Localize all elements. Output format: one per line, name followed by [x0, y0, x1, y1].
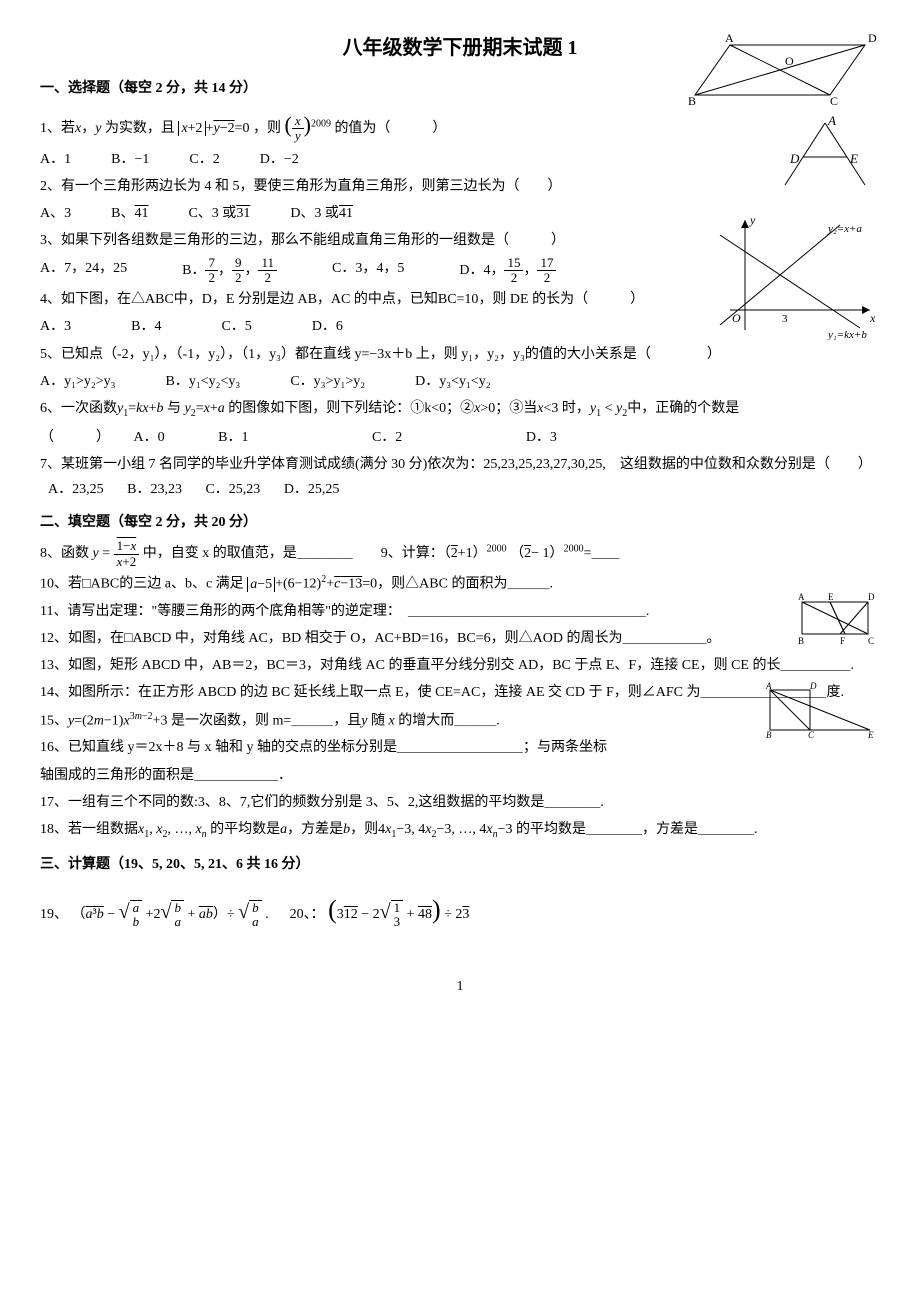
q15: 15、y=(2m−1)x3m−2+3 是一次函数，则 m=＿＿＿，且y 随 x … [40, 708, 880, 734]
q13: 13、如图，矩形 ABCD 中，AB＝2，BC＝3，对角线 AC 的垂直平分线分… [40, 653, 880, 678]
q6: 6、一次函数y1=kx+b 与 y2=x+a 的图像如下图，则下列结论：①k<0… [40, 396, 880, 423]
q18: 18、若一组数据x1, x2, …, xn 的平均数是a，方差是b，则4x1−3… [40, 817, 880, 844]
parallelogram-figure: A D B C O [680, 30, 880, 110]
q12: 12、如图，在□ABCD 中，对角线 AC，BD 相交于 O，AC+BD=16，… [40, 626, 880, 651]
q3-opts: A．7，24，25 B．72，92，112 C．3，4，5 D．4，152，17… [40, 256, 880, 286]
q17: 17、一组有三个不同的数:3、8、7,它们的频数分别是 3、5、2,这组数据的平… [40, 790, 880, 815]
q7: 7、某班第一小组 7 名同学的毕业升学体育测试成绩(满分 30 分)依次为：25… [40, 452, 880, 502]
q5-opts: A．y₁>y₂>y₃B．y₁<y₂<y₃C．y₃>y₁>y₂D．y₃<y₁<y₂ [40, 369, 880, 394]
q8-9: 8、函数 y = 1−xx+2 中，自变 x 的取值范，是＿＿＿＿ 9、计算：（… [40, 539, 880, 569]
svg-text:O: O [785, 54, 794, 68]
q19-20: 19、 （a³b − √ab +2√ba + ab）÷ √ba . 20、： (… [40, 887, 880, 934]
q2: 2、有一个三角形两边长为 4 和 5，要使三角形为直角三角形，则第三边长为（ ） [40, 174, 880, 199]
q6-opts: （ ） A．0 B．1 C．2 D．3 [40, 425, 880, 450]
q14: 14、如图所示：在正方形 ABCD 的边 BC 延长线上取一点 E，使 CE=A… [40, 680, 880, 705]
svg-text:D: D [868, 31, 877, 45]
q2-opts: A、3 B、41 C、3 或31 D、3 或41 [40, 201, 880, 226]
q1: 1、若x，y 为实数，且 x+2+y−2=0 ，则 (xy)2009 的值为（ … [40, 105, 880, 145]
q1-opts: A．1B．−1C．2D．−2 [40, 147, 880, 172]
q3: 3、如果下列各组数是三角形的三边，那么不能组成直角三角形的一组数是（ ） [40, 228, 880, 253]
q5: 5、已知点（-2，y₁），（-1，y₂），（1，y₃）都在直线 y=−3x＋b … [40, 342, 880, 367]
section-2: 二、填空题（每空 2 分，共 20 分） [40, 510, 880, 535]
page-number: 1 [40, 974, 880, 999]
q11: 11、请写出定理："等腰三角形的两个底角相等"的逆定理： ＿＿＿＿＿＿＿＿＿＿＿… [40, 599, 880, 624]
q4-opts: A．3B．4C．5D．6 [40, 314, 880, 339]
q16: 16、已知直线 y＝2x＋8 与 x 轴和 y 轴的交点的坐标分别是＿＿＿＿＿＿… [40, 735, 880, 760]
q16b: 轴围成的三角形的面积是＿＿＿＿＿＿． [40, 763, 880, 788]
q10: 10、若□ABC的三边 a、b、c 满足 a−5+(6−12)2+c−13=0，… [40, 571, 880, 597]
q4: 4、如下图，在△ABC中，D，E 分别是边 AB，AC 的中点，已知BC=10，… [40, 287, 880, 312]
section-3: 三、计算题（19、5, 20、5, 21、6 共 16 分） [40, 852, 880, 877]
svg-text:A: A [725, 31, 734, 45]
